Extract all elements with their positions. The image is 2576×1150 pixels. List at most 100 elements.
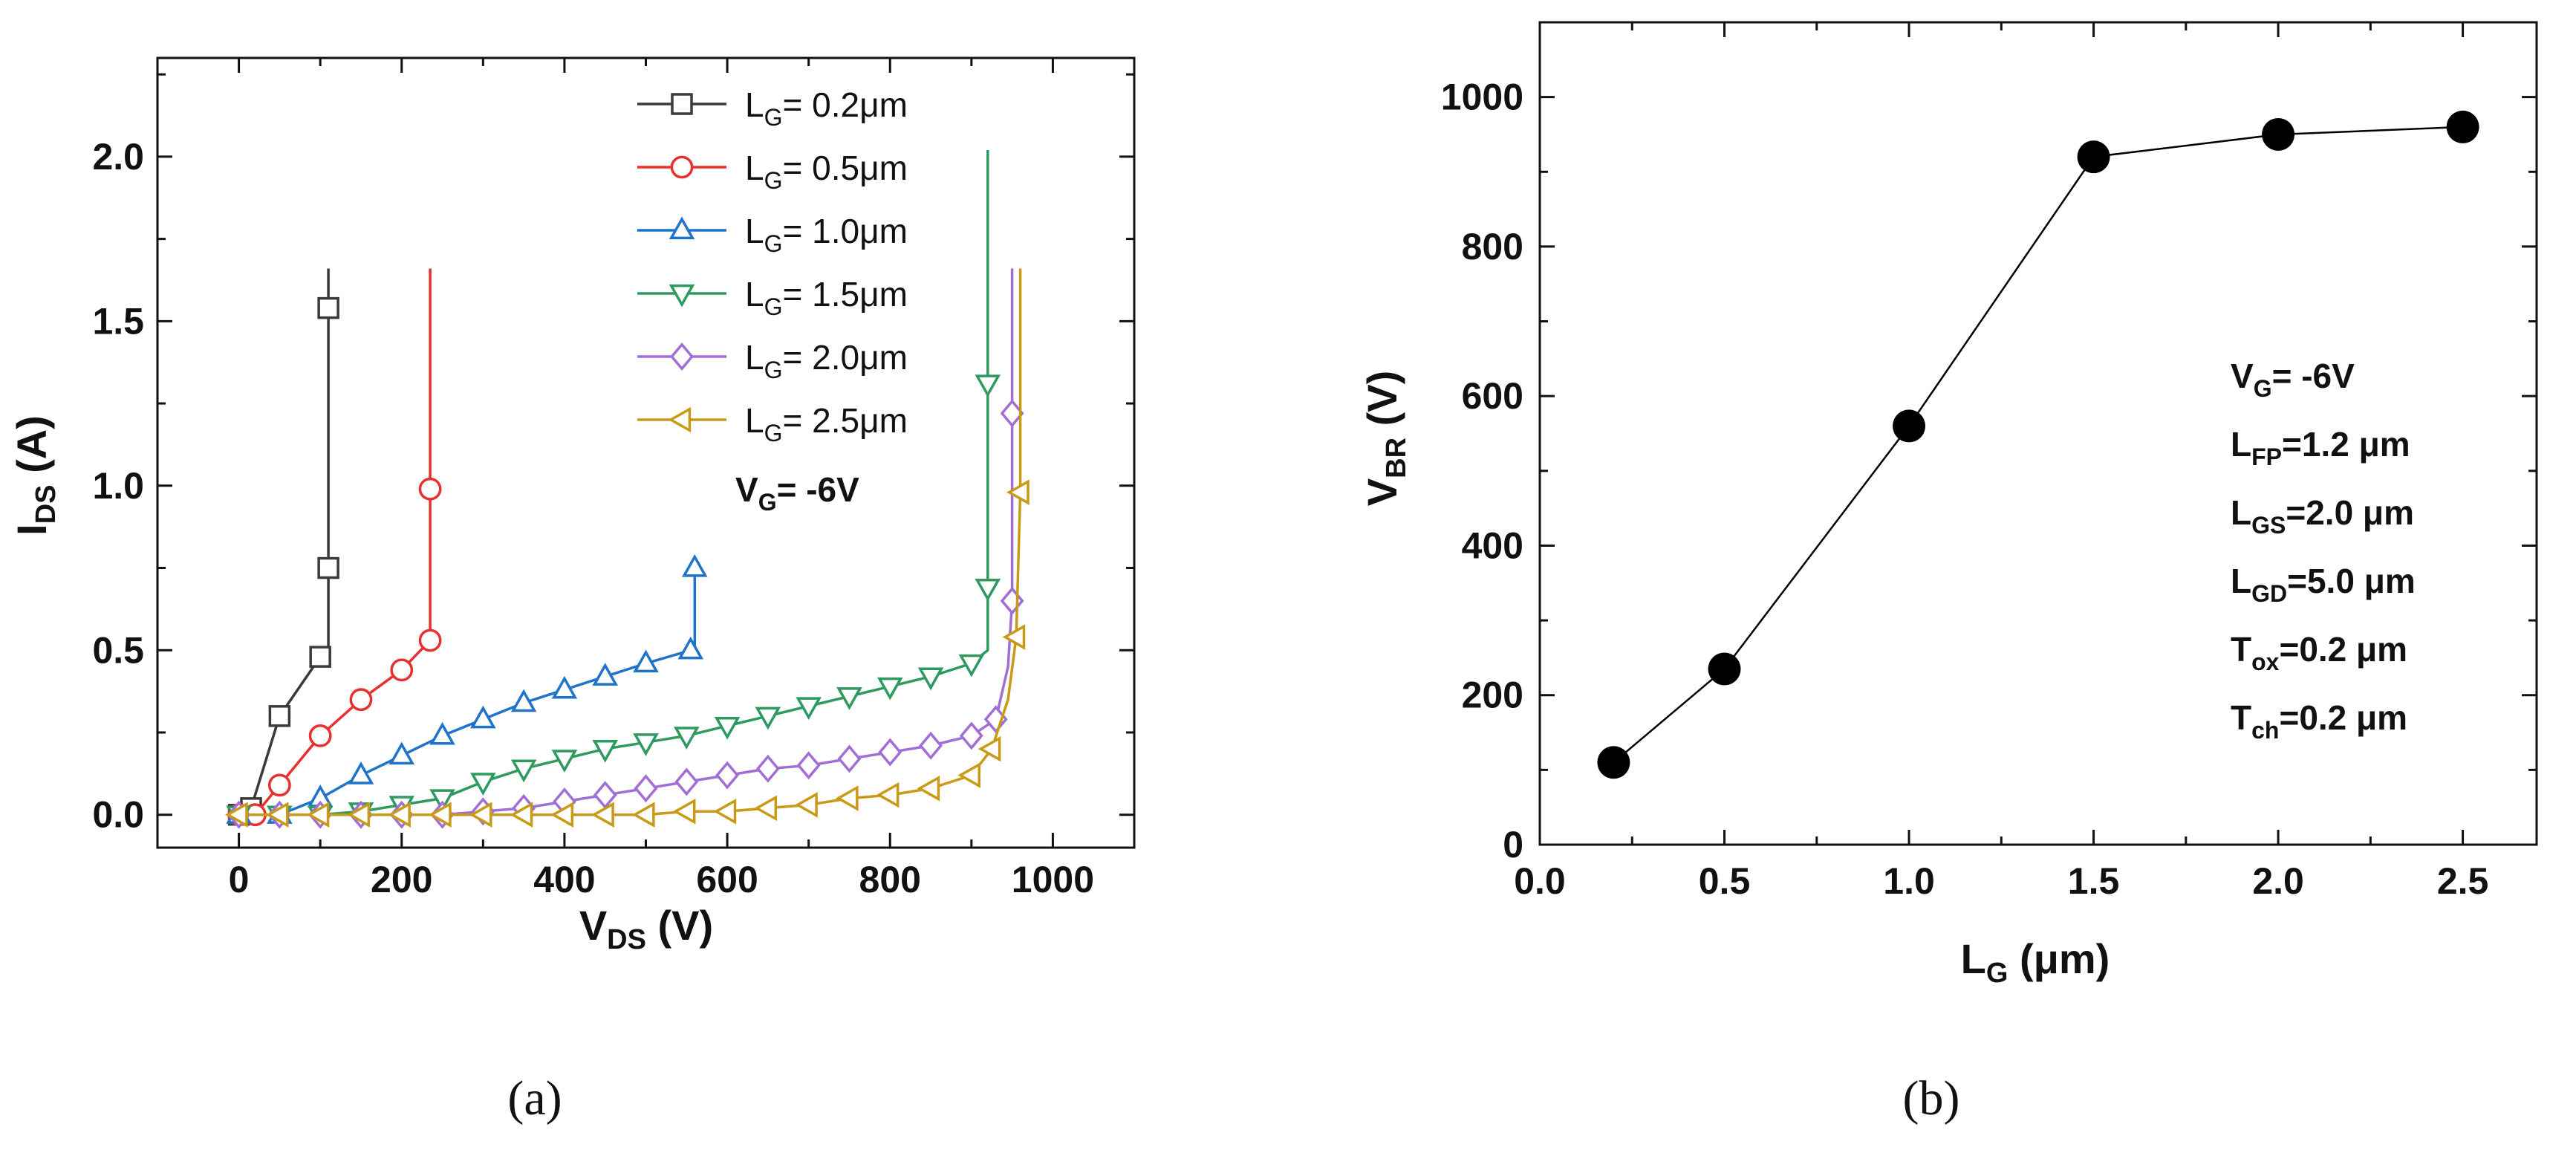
panel-b-annotation-line: LFP=1.2 μm: [2231, 425, 2410, 470]
panel-a-data-point: [633, 649, 659, 673]
panel-a-y-tick-label: 1.5: [92, 300, 144, 342]
panel-a-data-point: [919, 731, 943, 760]
panel-a-data-point: [755, 706, 781, 730]
panel-a-data-point: [837, 744, 862, 773]
panel-a-data-point: [835, 785, 859, 811]
panel-a-gate-voltage-annotation: VG= -6V: [735, 470, 859, 516]
panel-a-legend-entry: LG= 0.2μm: [637, 85, 908, 131]
panel-a-data-point: [510, 689, 537, 712]
panel-a-legend-marker: [668, 406, 692, 433]
panel-b-x-tick-label: 0.5: [1699, 860, 1751, 902]
panel-a-data-point: [795, 792, 818, 818]
panel-a-legend-label: LG= 2.5μm: [745, 401, 908, 446]
panel-a-data-point: [550, 802, 574, 828]
panel-a-data-point: [836, 687, 862, 710]
panel-b-x-tick-label: 0.0: [1514, 860, 1566, 902]
panel-a-data-point: [510, 759, 537, 783]
panel-a-data-point: [1000, 399, 1024, 428]
panel-a-data-point: [265, 802, 289, 828]
panel-a-legend-marker: [671, 93, 693, 115]
panel-a-legend-label: LG= 0.2μm: [745, 85, 908, 131]
panel-a-data-point: [317, 296, 339, 319]
panel-a-data-point: [308, 724, 332, 747]
panel-a-data-point: [470, 705, 496, 729]
panel-a-legend-marker: [669, 216, 695, 240]
panel-a-data-point: [681, 554, 708, 577]
panel-a-data-point: [390, 658, 414, 682]
panel-a-data-point: [634, 774, 658, 803]
panel-b-annotation-line: Tox=0.2 μm: [2231, 630, 2407, 675]
panel-a-data-point: [876, 677, 903, 701]
panel-b-series: [1597, 110, 2479, 779]
panel-a-data-point: [309, 646, 331, 668]
panel-a-data-point: [470, 773, 496, 796]
panel-a-series-6: [225, 268, 1030, 828]
panel-a-legend-entry: LG= 2.0μm: [637, 338, 908, 383]
panel-a-y-tick-label: 0.0: [92, 794, 144, 836]
panel-b-y-tick-label: 800: [1462, 226, 1523, 267]
panel-b-annotation-line: VG= -6V: [2231, 357, 2355, 402]
panel-a-data-point: [674, 767, 699, 796]
panel-a-ticks: 0 200 400 600 800 1000 0.0 0.5 1.0 1.5 2.0: [92, 58, 1134, 900]
panel-a-data-point: [349, 688, 373, 712]
panel-a-data-point: [267, 773, 291, 797]
panel-a-data-point: [714, 716, 741, 740]
panel-a-data-point: [975, 578, 1001, 602]
panel-b-y-tick-label: 1000: [1441, 77, 1523, 118]
panel-a-ids-vs-vds: 0 200 400 600 800 1000 0.0 0.5 1.0 1.5 2.0 LG= 0.2…: [8, 56, 1136, 1125]
panel-a-x-axis-label: VDS (V): [579, 902, 713, 955]
panel-a-legend-marker: [670, 342, 694, 371]
panel-a-data-point: [317, 556, 339, 579]
panel-b-data-point: [2077, 140, 2110, 174]
panel-a-y-tick-label: 2.0: [92, 136, 144, 178]
panel-a-data-point: [306, 802, 330, 828]
panel-a-x-tick-label: 200: [371, 859, 432, 900]
panel-b-y-tick-label: 600: [1462, 375, 1523, 417]
panel-a-legend-marker: [670, 155, 694, 179]
panel-a-y-axis-label: IDS (A): [8, 415, 62, 536]
panel-b-annotation-line: LGS=2.0 μm: [2231, 493, 2414, 539]
panel-a-data-point: [713, 798, 737, 825]
panel-a-x-tick-label: 400: [533, 859, 595, 900]
panel-a-data-point: [347, 802, 371, 828]
panel-a-y-tick-label: 1.0: [92, 465, 144, 507]
panel-a-data-point: [388, 741, 415, 765]
panel-a-data-point: [755, 754, 780, 783]
panel-a-data-point: [672, 798, 696, 825]
panel-a-series-line: [238, 150, 989, 816]
panel-a-legend-marker: [669, 284, 695, 308]
panel-b-ticks: 0.0 0.5 1.0 1.5 2.0 2.5 0 200 400 600 800 1000: [1441, 22, 2537, 902]
panel-b-x-axis-label: LG (μm): [1961, 935, 2110, 989]
panel-a-data-point: [959, 721, 983, 750]
panel-b-annotation-line: Tch=0.2 μm: [2231, 698, 2407, 744]
panel-a-legend: LG= 0.2μm LG= 0.5μm LG= 1.0μm LG= 1.5μm LG= …: [637, 85, 908, 446]
panel-b-y-tick-label: 200: [1462, 675, 1523, 716]
panel-a-legend-entry: LG= 1.0μm: [637, 212, 908, 257]
panel-b-vbr-vs-lg: 0.0 0.5 1.0 1.5 2.0 2.5 0 200 400 600 800 1000 VG= …: [1359, 21, 2538, 1125]
panel-a-data-point: [592, 663, 619, 686]
panel-a-data-point: [469, 802, 492, 828]
panel-a-caption: (a): [507, 1071, 562, 1125]
panel-a-data-point: [418, 628, 442, 652]
panel-b-x-tick-label: 1.0: [1883, 860, 1935, 902]
panel-a-data-point: [592, 739, 619, 763]
panel-b-y-tick-label: 400: [1462, 524, 1523, 566]
panel-b-x-tick-label: 2.0: [2252, 860, 2304, 902]
panel-a-legend-entry: LG= 1.5μm: [637, 275, 908, 320]
panel-a-data-point: [225, 802, 248, 828]
panel-a-legend-label: LG= 1.0μm: [745, 212, 908, 257]
panel-a-data-point: [1002, 624, 1026, 650]
panel-a-data-point: [551, 750, 578, 773]
panel-b-data-point: [1708, 652, 1741, 686]
panel-b-series-line: [1613, 126, 2463, 764]
panel-b-x-tick-label: 2.5: [2437, 860, 2489, 902]
panel-a-data-point: [348, 761, 374, 784]
panel-a-data-point: [978, 735, 1001, 762]
panel-a-legend-entry: LG= 0.5μm: [637, 149, 908, 194]
panel-b-y-axis-label: VBR (V): [1359, 371, 1412, 506]
panel-b-parameter-annotations: VG= -6V LFP=1.2 μm LGS=2.0 μm LGD=5.0 μm Tox…: [2231, 357, 2416, 744]
panel-a-data-point: [796, 697, 822, 721]
panel-a-data-point: [796, 751, 821, 780]
panel-a-data-point: [958, 654, 985, 678]
